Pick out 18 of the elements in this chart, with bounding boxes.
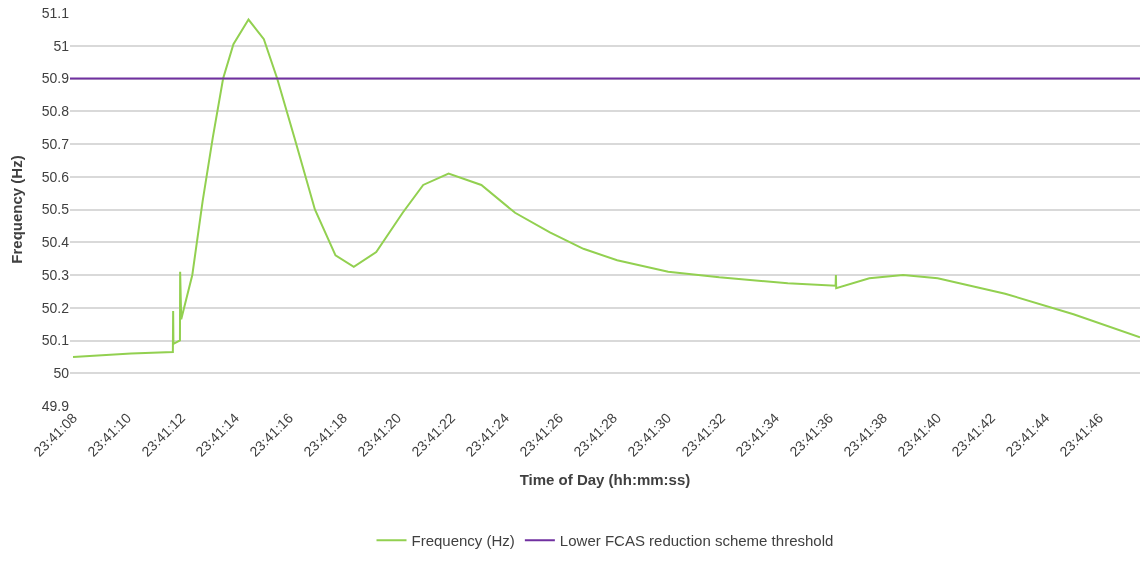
y-tick-label: 51.1 [41,4,70,21]
y-axis-title: Frequency (Hz) [8,155,25,264]
y-tick-label: 50 [53,365,70,382]
legend-label: Frequency (Hz) [411,532,515,549]
x-axis-title: Time of Day (hh:mm:ss) [519,470,691,488]
y-tick-label: 50.3 [41,266,70,283]
y-tick-label: 50.1 [41,332,70,349]
line-series [72,18,1140,358]
y-tick-label: 50.4 [41,234,70,251]
y-tick-label: 50.6 [41,168,70,185]
y-tick-label: 50.9 [41,70,70,87]
y-tick-label: 50.5 [41,201,70,218]
y-tick-label: 50.8 [41,103,70,120]
y-tick-label: 50.2 [41,299,70,316]
y-tick-label: 50.7 [41,135,70,152]
y-tick-label: 49.9 [41,397,70,414]
legend-label: Lower FCAS reduction scheme threshold [559,532,834,549]
y-tick-label: 51 [53,37,70,54]
